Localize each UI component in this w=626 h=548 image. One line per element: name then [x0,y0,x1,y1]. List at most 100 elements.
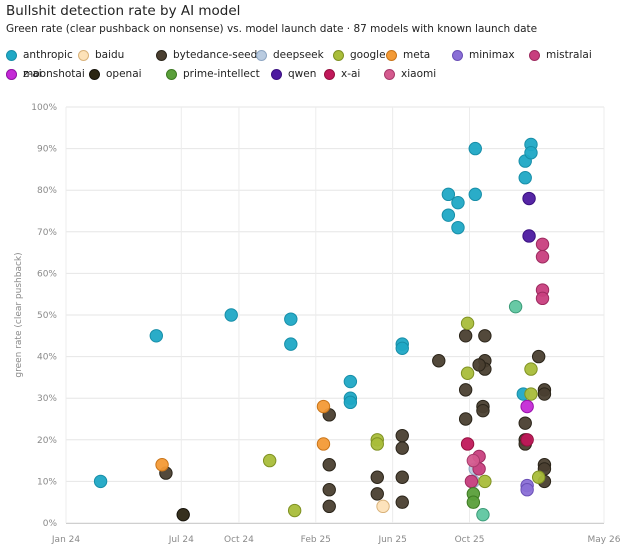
legend-marker [452,49,463,61]
legend-item-qwen: qwen [271,65,316,83]
y-tick-label: 20% [37,436,57,446]
y-tick-label: 60% [37,269,57,279]
point-bytedance-seed [518,416,532,430]
legend-item-minimax: minimax [452,46,515,64]
point-bytedance-seed [370,487,384,501]
point-baidu [376,499,390,514]
legend-marker [529,49,540,61]
legend-item-x-ai: x-ai [324,65,360,83]
legend-label: baidu [95,49,125,61]
legend-label: moonshotai [23,68,85,80]
point-anthropic [343,395,358,410]
legend-label: meta [403,49,431,61]
y-tick-label: 30% [37,394,57,404]
legend-item-bytedance-seed: bytedance-seed [156,46,257,64]
legend-item-anthropic: anthropic [6,46,73,64]
point-google [370,437,384,451]
legend-label: prime-intellect [183,68,260,80]
legend-marker [324,68,335,80]
legend-label: mistralai [546,49,592,61]
point-x-ai [460,437,475,451]
point-google [478,474,492,489]
legend-item-baidu: baidu [78,46,124,64]
point-bytedance-seed [395,441,409,455]
legend-item-z-ai: z-ai [6,65,42,83]
point-openai [176,507,190,522]
legend-marker [156,49,167,61]
point-anthropic [284,337,298,351]
point-bytedance-seed [458,412,473,426]
point-bytedance-seed [322,458,336,472]
point-anthropic [518,171,532,185]
point-anthropic [441,208,456,222]
point-moonshotai [508,299,523,314]
legend-marker [333,49,344,61]
point-bytedance-seed [458,329,473,343]
point-bytedance-seed [395,428,409,443]
point-anthropic [284,312,298,326]
point-x-ai [520,433,534,447]
point-anthropic [224,308,238,322]
point-meta [316,437,331,451]
legend-label: xiaomi [401,68,437,80]
point-bytedance-seed [432,354,446,368]
point-mistralai [535,291,550,306]
point-bytedance-seed [478,329,492,343]
legend-marker [78,49,89,61]
legend-label: z-ai [23,68,42,80]
y-tick-label: 80% [37,186,57,196]
point-bytedance-seed [395,495,409,509]
y-tick-label: 70% [37,228,57,238]
point-anthropic [468,187,482,202]
legend-label: qwen [288,68,317,80]
chart-subtitle: Green rate (clear pushback on nonsense) … [6,23,538,35]
point-anthropic [451,220,465,235]
point-prime-intellect [466,495,481,509]
point-meta [316,399,331,414]
point-google [287,503,302,518]
legend-marker [89,68,100,80]
legend-marker [386,49,397,61]
chart-title: Bullshit detection rate by AI model [6,3,241,19]
y-tick-label: 90% [37,145,57,155]
point-anthropic [441,187,456,202]
y-axis-label: green rate (clear pushback) [14,252,24,377]
point-google [531,470,546,484]
point-bytedance-seed [370,470,384,484]
point-moonshotai [476,507,490,522]
point-anthropic [395,341,409,355]
point-google [524,387,538,401]
y-tick-label: 0% [43,519,58,529]
legend-marker [166,68,177,80]
point-bytedance-seed [395,470,409,484]
point-bytedance-seed [458,383,473,397]
legend-item-google: google [333,46,386,64]
legend-item-prime-intellect: prime-intellect [166,65,260,83]
x-tick-label: Jun 25 [377,535,406,545]
legend-marker [6,49,17,61]
point-mistralai [464,474,479,489]
point-bytedance-seed [322,483,336,497]
x-tick-label: Oct 25 [455,535,485,545]
legend-marker [256,49,267,61]
legend: anthropic baidu bytedance-seed deepseek goog… [6,46,606,90]
point-mistralai [535,250,550,264]
y-tick-label: 50% [37,311,57,321]
point-qwen [522,191,536,206]
legend-label: minimax [469,49,515,61]
point-bytedance-seed [472,358,486,372]
point-anthropic [93,474,108,489]
legend-marker [384,68,395,80]
point-bytedance-seed [476,403,490,418]
legend-item-openai: openai [89,65,142,83]
point-google [460,366,475,380]
point-anthropic [524,146,538,160]
x-tick-label: Jan 24 [51,535,80,545]
point-bytedance-seed [322,499,336,514]
legend-marker [6,68,17,80]
point-xiaomi [466,453,481,468]
x-tick-label: Feb 25 [301,535,331,545]
legend-item-meta: meta [386,46,430,64]
x-tick-label: Jul 24 [168,535,194,545]
point-anthropic [468,141,482,156]
